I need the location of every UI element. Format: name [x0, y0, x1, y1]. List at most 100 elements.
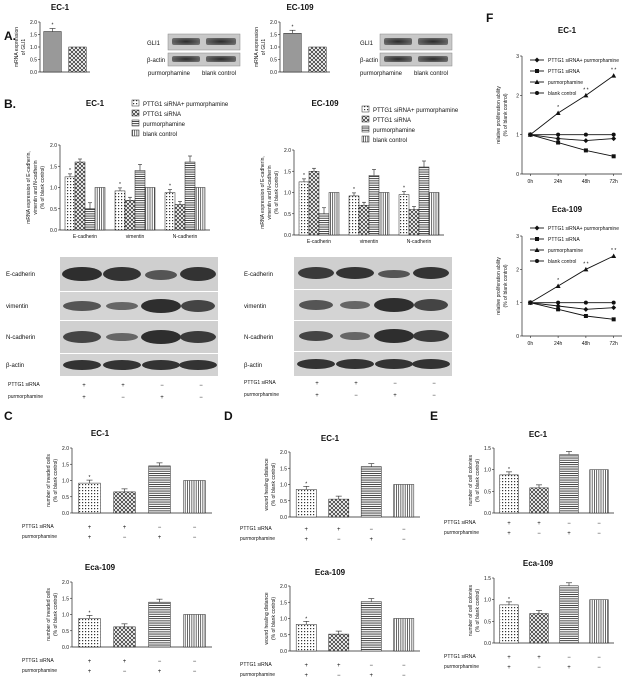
b2-cat-1: vimentin — [360, 239, 379, 245]
b1-bar-1-3 — [144, 187, 156, 231]
e2-row-purm: purmorphamine — [444, 664, 479, 670]
b-ec109-bactin-label: β-actin — [244, 363, 262, 369]
f2-point-1-2 — [583, 314, 588, 318]
a1-ytick-label-0: 0.0 — [30, 70, 37, 76]
d1-ytick-label-3: 1.5 — [280, 466, 287, 472]
b1-ylabel-1: vimentin and N-cadherin — [33, 160, 39, 214]
f2-point-3-1 — [556, 300, 561, 305]
a-ec109-gli1-label: GLI1 — [360, 41, 374, 47]
e2-sign-siRNA-1: + — [537, 655, 541, 661]
c1-sign-purm-2: + — [158, 535, 162, 541]
f1-ylabel-0: relative proliferation ability — [496, 86, 502, 144]
c2-sign-siRNA-1: + — [123, 659, 127, 665]
c1-ytick-label-4: 2.0 — [62, 446, 69, 452]
b2-bar-2-0 — [398, 194, 410, 236]
f2-point-0-1 — [555, 303, 561, 309]
legend-b-ec109-blank: blank control — [373, 138, 407, 144]
f1-point-3-1 — [556, 132, 561, 137]
legend-b-ec109-siRNA-purm: PTTG1 siRNA+ purmorphamine — [373, 108, 459, 114]
c2-ytick-label-2: 1.0 — [62, 613, 69, 619]
chart-b-ec1: 0.0 0.5 1.0 1.5 2.0 mRNA expression of E-cadh… — [26, 143, 210, 240]
b2-ytick-label-4: 2.0 — [284, 148, 291, 154]
e2-ytick-label-3: 1.5 — [484, 576, 491, 582]
a2-star-0: * — [292, 24, 294, 30]
f2-star-0: * — [557, 278, 559, 284]
b2-cat-2: N-cadherin — [407, 239, 432, 245]
f1-series-1 — [530, 134, 614, 157]
b2-ylabel-1: vimentin and N-cadherin — [267, 165, 273, 219]
f1-ytick-label-3: 3 — [516, 54, 519, 60]
chart-a-ec109: 0.0 0.5 1.0 1.5 2.0 mRNA expression of GLI1 * — [254, 20, 330, 76]
a2-ytick-label-0: 0.0 — [270, 70, 277, 76]
e2-sign-purm-3: − — [597, 665, 601, 671]
e2-bar-3 — [589, 599, 609, 644]
d1-sign-purm-3: − — [402, 537, 406, 543]
b1-ytick-label-3: 1.5 — [50, 164, 57, 170]
b1-bar-1-2 — [134, 170, 146, 231]
a-ec1-blank-label: blank control — [202, 71, 236, 77]
f1-xtick-label-1: 24h — [554, 179, 563, 185]
c2-sign-siRNA-2: − — [158, 659, 162, 665]
e2-sign-purm-2: + — [567, 665, 571, 671]
c2-row-siRNA: PTTG1 siRNA — [22, 658, 54, 664]
f1-point-2-1 — [555, 110, 561, 116]
b1-cat-2: N-cadherin — [173, 234, 198, 240]
e2-ytick-label-0: 0.0 — [484, 641, 491, 647]
d2-star-0: * — [305, 616, 307, 622]
a1-bar-0 — [43, 31, 62, 73]
e1-sign-siRNA-3: − — [597, 521, 601, 527]
chart-c-eca109: 0.0 0.5 1.0 1.5 2.0 number of invaded cells (%… — [22, 580, 212, 675]
f1-point-0-3 — [611, 136, 617, 142]
e1-sign-siRNA-1: + — [537, 521, 541, 527]
signs-b2-sign-siRNA-1: + — [354, 381, 358, 387]
e2-ylabel-1: (% of blank control) — [475, 589, 481, 632]
panel-label-e: E — [430, 409, 438, 423]
chart-f-ec1: 0 1 2 3 relative proliferation ability (% of … — [496, 54, 622, 185]
d2-row-siRNA: PTTG1 siRNA — [240, 662, 272, 668]
f2-point-2-legend — [534, 247, 540, 252]
b2-bar-0-3 — [328, 192, 340, 236]
e2-row-siRNA: PTTG1 siRNA — [444, 654, 476, 660]
b1-bar-2-1 — [174, 204, 186, 231]
f2-star-1: * * — [583, 261, 588, 267]
e1-sign-purm-3: − — [597, 531, 601, 537]
f1-point-3-0 — [528, 132, 533, 137]
f2-ytick-label-2: 2 — [516, 267, 519, 273]
blot-b-ec1 — [60, 257, 218, 376]
d1-sign-purm-0: + — [304, 537, 308, 543]
panel-label-b: B. — [4, 97, 16, 111]
f1-point-2-3 — [611, 73, 617, 78]
signs-b1-sign-siRNA-2: − — [160, 383, 164, 389]
b2-bar-1-0 — [348, 195, 360, 236]
d1-row-purm: purmorphamine — [240, 536, 275, 542]
signs-b-ec109: PTTG1 siRNA purmorphamine + + − − + − + − — [244, 380, 436, 399]
b1-bar-2-3 — [194, 187, 206, 231]
b1-bar-0-2 — [84, 208, 96, 231]
d2-bar-2 — [360, 601, 382, 652]
a2-bar-0 — [283, 33, 302, 73]
d2-sign-purm-2: + — [369, 673, 373, 679]
signs-b2-sign-siRNA-0: + — [315, 381, 319, 387]
d1-ytick-label-2: 1.0 — [280, 483, 287, 489]
f1-xtick-label-2: 48h — [582, 179, 591, 185]
f1-point-1-legend — [535, 69, 539, 73]
d1-bar-2 — [360, 466, 382, 518]
chart-e-eca109: 0.0 0.5 1.0 1.5 number of cell colonies (% of… — [444, 576, 614, 671]
d2-ylabel-1: (% of blank control) — [271, 597, 277, 640]
d2-ytick-label-1: 0.5 — [280, 633, 287, 639]
d2-row-purm: purmorphamine — [240, 672, 275, 678]
e2-ytick-label-1: 0.5 — [484, 619, 491, 625]
d1-ytick-label-4: 2.0 — [280, 450, 287, 456]
c1-star-0: * — [89, 475, 91, 481]
f1-point-3-3 — [611, 132, 616, 137]
e2-sign-siRNA-3: − — [597, 655, 601, 661]
d2-ytick-label-4: 2.0 — [280, 584, 287, 590]
e1-ytick-label-2: 1.0 — [484, 468, 491, 474]
legend-b-ec1-blank: blank control — [143, 132, 177, 138]
a-ec1-title: EC-1 — [51, 3, 70, 12]
d1-bar-0 — [295, 489, 317, 518]
c-eca109-title: Eca-109 — [85, 563, 116, 572]
c1-sign-siRNA-2: − — [158, 525, 162, 531]
b2-star-2: * — [403, 186, 405, 192]
f2-legend-label-1: PTTG1 siRNA — [548, 237, 580, 243]
